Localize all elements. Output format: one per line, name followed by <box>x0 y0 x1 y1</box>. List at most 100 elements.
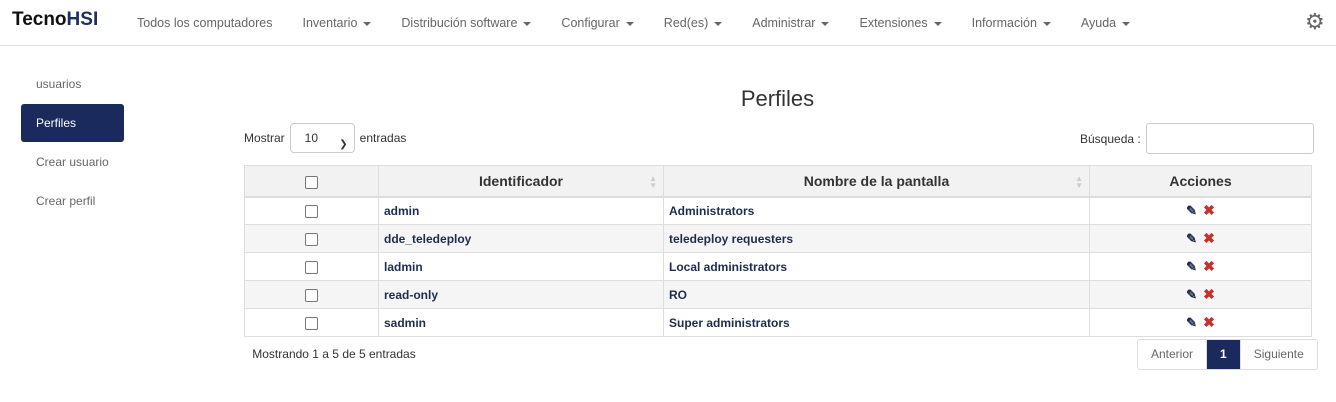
menu-label: Red(es) <box>663 16 709 30</box>
header-label: Nombre de la pantalla <box>803 172 950 189</box>
main-menu: Todos los computadores Inventario Distribu… <box>137 0 1160 46</box>
menu-label: Distribución software <box>401 16 518 30</box>
delete-icon[interactable]: ✖ <box>1203 286 1215 302</box>
delete-icon[interactable]: ✖ <box>1203 202 1215 219</box>
row-checkbox[interactable] <box>305 260 318 274</box>
edit-icon[interactable]: ✎ <box>1186 287 1198 302</box>
edit-icon[interactable]: ✎ <box>1186 259 1198 274</box>
nombre-cell: Administrators <box>663 196 1090 225</box>
sidebar-item-1[interactable]: Perfiles <box>21 104 124 142</box>
row-select-cell <box>244 252 379 281</box>
sidebar-item-2[interactable]: Crear usuario <box>36 155 109 169</box>
gear-icon[interactable]: ⚙ <box>1305 9 1325 34</box>
row-select-cell <box>244 308 379 337</box>
caret-down-icon <box>933 21 942 26</box>
nombre-cell: RO <box>663 280 1090 309</box>
header-label: Identificador <box>478 172 563 189</box>
menu-label: Información <box>971 16 1037 30</box>
nombre-cell: Local administrators <box>663 252 1090 281</box>
actions-cell: ✎ ✖ <box>1089 196 1312 225</box>
edit-icon[interactable]: ✎ <box>1186 231 1198 246</box>
delete-icon[interactable]: ✖ <box>1203 230 1215 246</box>
nombre-cell: teledeploy requesters <box>663 224 1090 253</box>
search-label: Búsqueda : <box>1080 131 1141 146</box>
table-row: ladmin Local administrators ✎ ✖ <box>244 252 1312 281</box>
caret-down-icon <box>714 21 723 26</box>
delete-icon[interactable]: ✖ <box>1203 314 1215 330</box>
menu-item-7[interactable]: Información <box>972 16 1051 30</box>
header-nombre[interactable]: Nombre de la pantalla ▲ ▼ <box>663 165 1090 198</box>
brand-part2: HSI <box>66 9 99 30</box>
pagination: Anterior 1 Siguiente <box>1137 339 1318 370</box>
next-button[interactable]: Siguiente <box>1253 347 1304 361</box>
actions-cell: ✎ ✖ <box>1089 308 1312 337</box>
search-input[interactable] <box>1145 123 1314 154</box>
sidebar: usuarios Perfiles Crear usuario Crear perfi… <box>21 65 124 221</box>
delete-icon[interactable]: ✖ <box>1203 258 1215 274</box>
search-control: Búsqueda : <box>1080 123 1314 154</box>
table-row: admin Administrators ✎ ✖ <box>244 196 1312 225</box>
identificador-cell: read-only <box>378 280 664 309</box>
menu-label: Ayuda <box>1080 16 1117 30</box>
identificador-cell: dde_teledeploy <box>378 224 664 253</box>
brand-part1: Tecno <box>12 9 67 30</box>
row-checkbox[interactable] <box>305 316 318 330</box>
actions-cell: ✎ ✖ <box>1089 252 1312 281</box>
menu-item-4[interactable]: Red(es) <box>663 16 723 30</box>
row-checkbox[interactable] <box>305 288 318 302</box>
page-1-button[interactable]: 1 <box>1206 340 1241 369</box>
menu-label: Administrar <box>752 16 816 30</box>
length-suffix: entradas <box>359 131 407 145</box>
actions-cell: ✎ ✖ <box>1089 224 1312 253</box>
caret-down-icon <box>1122 21 1131 26</box>
edit-icon[interactable]: ✎ <box>1186 315 1198 330</box>
header-identificador[interactable]: Identificador ▲ ▼ <box>378 165 664 198</box>
identificador-cell: sadmin <box>378 308 664 337</box>
table-info: Mostrando 1 a 5 de 5 entradas <box>252 347 416 361</box>
menu-label: Inventario <box>302 16 358 30</box>
page-title: Perfiles <box>740 86 815 111</box>
sidebar-item-3[interactable]: Crear perfil <box>36 194 96 208</box>
menu-item-5[interactable]: Administrar <box>752 16 830 30</box>
caret-down-icon <box>363 21 372 26</box>
nombre-cell: Super administrators <box>663 308 1090 337</box>
length-control: Mostrar 10 ❯ entradas <box>244 123 406 153</box>
row-select-cell <box>244 196 379 225</box>
caret-down-icon <box>523 21 532 26</box>
menu-item-8[interactable]: Ayuda <box>1080 16 1131 30</box>
caret-down-icon <box>625 21 634 26</box>
brand-logo[interactable]: TecnoHSI <box>12 9 98 31</box>
menu-item-0[interactable]: Todos los computadores <box>137 16 273 30</box>
row-select-cell <box>244 224 379 253</box>
chevron-down-icon: ❯ <box>339 139 348 150</box>
caret-down-icon <box>821 21 830 26</box>
edit-icon[interactable]: ✎ <box>1186 203 1198 219</box>
entries-select[interactable]: 10 ❯ <box>289 123 355 153</box>
menu-label: Extensiones <box>859 16 928 30</box>
table-row: read-only RO ✎ ✖ <box>244 280 1312 309</box>
length-prefix: Mostrar <box>244 131 285 145</box>
menu-label: Configurar <box>561 16 620 30</box>
prev-button[interactable]: Anterior <box>1151 347 1194 361</box>
header-acciones: Acciones <box>1089 165 1312 198</box>
table-row: dde_teledeploy teledeploy requesters ✎ ✖ <box>244 224 1312 253</box>
sort-icon: ▲ ▼ <box>649 174 657 190</box>
sort-icon: ▲ ▼ <box>1075 174 1083 190</box>
sidebar-item-0[interactable]: usuarios <box>36 77 82 91</box>
menu-item-3[interactable]: Configurar <box>561 16 634 30</box>
select-all-checkbox[interactable] <box>305 175 318 189</box>
table-row: sadmin Super administrators ✎ ✖ <box>244 308 1312 337</box>
row-checkbox[interactable] <box>305 204 318 218</box>
identificador-cell: admin <box>378 196 664 225</box>
menu-label: Todos los computadores <box>137 16 273 30</box>
menu-item-6[interactable]: Extensiones <box>859 16 942 30</box>
caret-down-icon <box>1042 21 1051 26</box>
menu-item-1[interactable]: Inventario <box>303 16 372 30</box>
profiles-table: Identificador ▲ ▼ Nombre de la pantalla ▲ ▼ … <box>244 165 1312 337</box>
row-checkbox[interactable] <box>305 232 318 246</box>
actions-cell: ✎ ✖ <box>1089 280 1312 309</box>
entries-value: 10 <box>304 131 319 145</box>
navbar: TecnoHSI Todos los computadores Inventari… <box>0 0 1336 46</box>
menu-item-2[interactable]: Distribución software <box>401 16 532 30</box>
header-select-all <box>244 165 379 198</box>
